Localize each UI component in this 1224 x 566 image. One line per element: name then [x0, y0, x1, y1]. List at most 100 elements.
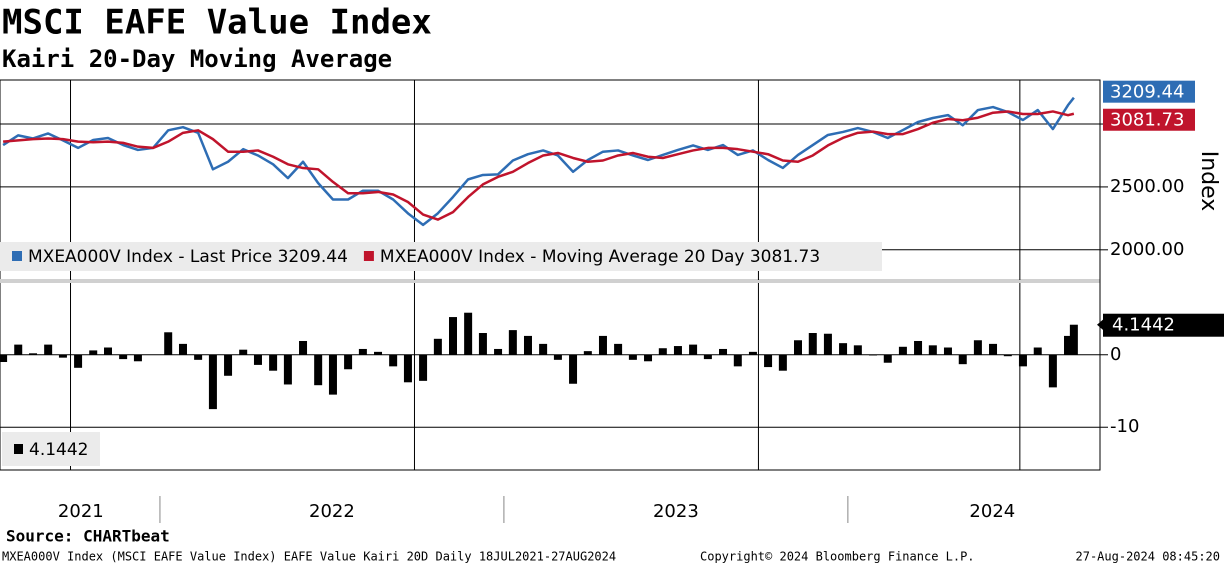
bar [1003, 354, 1012, 357]
bar [553, 354, 562, 360]
x-tick-label: 2022 [309, 501, 355, 522]
bar [58, 354, 67, 358]
bar [133, 354, 142, 362]
bar [194, 354, 203, 360]
x-tick-label: 2021 [58, 501, 104, 522]
bar [283, 354, 292, 385]
bar [269, 354, 278, 371]
bar [89, 350, 98, 355]
bar [868, 354, 877, 356]
bar [658, 348, 667, 355]
bar [914, 340, 923, 355]
bar [989, 343, 998, 355]
bar [1064, 335, 1073, 355]
bar [569, 354, 578, 384]
bar [344, 354, 353, 370]
footer-left: MXEA000V Index (MSCI EAFE Value Index) E… [2, 550, 616, 564]
y-tick-label: -10 [1110, 416, 1139, 437]
bar [374, 351, 383, 355]
last-value-label: 3209.44 [1110, 82, 1184, 103]
bar [1018, 354, 1027, 367]
bar [208, 354, 217, 410]
bar [104, 347, 113, 355]
bar [719, 348, 728, 355]
bar [703, 354, 712, 360]
bar [628, 354, 637, 360]
bar [508, 330, 517, 355]
footer-right: 27-Aug-2024 08:45:20 [1076, 550, 1221, 564]
bar [44, 344, 53, 355]
bar [299, 340, 308, 355]
bar [689, 344, 698, 355]
x-tick-label: 2024 [969, 501, 1015, 522]
bar [823, 333, 832, 355]
bar [449, 317, 458, 355]
y-tick-label: 2000.00 [1110, 239, 1184, 260]
bar [478, 333, 487, 355]
bar [29, 353, 38, 355]
bar [958, 354, 967, 365]
bar [808, 333, 817, 355]
footer-center: Copyright© 2024 Bloomberg Finance L.P. [700, 550, 975, 564]
last-value-tag [1103, 108, 1195, 131]
bar [1033, 347, 1042, 355]
bar [853, 345, 862, 355]
legend-swatch [12, 251, 22, 261]
tag-pointer [1097, 318, 1104, 331]
legend-label: MXEA000V Index - Moving Average 20 Day 3… [380, 247, 820, 267]
bar [673, 346, 682, 355]
bar [433, 338, 442, 355]
bar [164, 332, 173, 355]
legend-box [0, 242, 882, 271]
panel-divider [0, 279, 1100, 283]
bar [598, 335, 607, 355]
bar [644, 354, 653, 362]
bar [403, 354, 412, 383]
bar [74, 354, 83, 368]
bar [14, 344, 23, 355]
bar [764, 354, 773, 368]
last-value-tag [1103, 313, 1224, 337]
bar [583, 351, 592, 355]
series-line [2, 96, 1075, 227]
series-line [2, 110, 1075, 221]
last-value-label: 3081.73 [1110, 110, 1184, 131]
legend-label: 4.1442 [29, 440, 88, 460]
y-axis-label: Index [1196, 151, 1221, 212]
legend-swatch [14, 444, 23, 454]
chart-subtitle: Kairi 20-Day Moving Average [2, 45, 392, 73]
bar [928, 345, 937, 355]
legend-label: MXEA000V Index - Last Price 3209.44 [28, 247, 348, 267]
bar [1048, 354, 1057, 388]
last-value-label: 4.1442 [1112, 315, 1175, 336]
chart-title: MSCI EAFE Value Index [2, 3, 432, 43]
x-tick-label: 2023 [653, 501, 699, 522]
bar [119, 354, 128, 360]
bar [328, 354, 337, 395]
y-tick-label: 0 [1110, 344, 1121, 365]
bar [539, 343, 548, 355]
bar [358, 348, 367, 355]
bar [523, 335, 532, 355]
bar [943, 347, 952, 355]
plot-frame [0, 79, 1101, 471]
bar [389, 354, 398, 367]
bar [239, 349, 248, 355]
bar [464, 312, 473, 355]
bar [973, 340, 982, 355]
source: Source: CHARTbeat [6, 527, 170, 546]
bar [883, 354, 892, 363]
last-value-tag [1103, 80, 1195, 103]
bar [793, 340, 802, 355]
y-tick-label: 2500.00 [1110, 176, 1184, 197]
bar [178, 343, 187, 355]
bar [778, 354, 787, 371]
legend-swatch [363, 251, 374, 261]
bar [0, 354, 8, 363]
bar [419, 354, 428, 381]
bar [839, 343, 848, 355]
bar [748, 351, 757, 355]
bar [733, 354, 742, 367]
bar [898, 346, 907, 355]
